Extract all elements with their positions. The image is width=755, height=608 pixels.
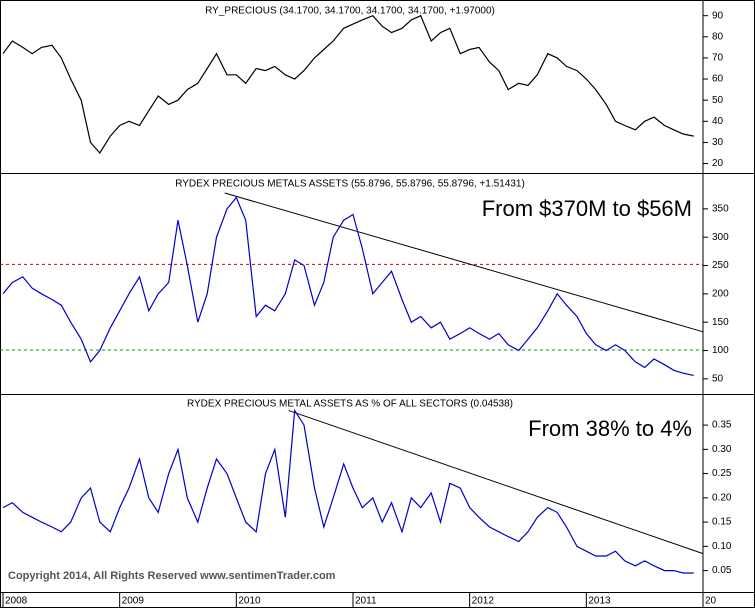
annotation: From 38% to 4% xyxy=(528,416,692,441)
y-tick-label: 50 xyxy=(712,95,724,106)
y-tick-label: 0.05 xyxy=(712,565,732,576)
x-tick-label: 2010 xyxy=(238,596,261,607)
y-tick-label: 20 xyxy=(712,158,724,169)
x-tick-label: 20 xyxy=(705,596,717,607)
x-tick-label: 2011 xyxy=(355,596,377,607)
copyright: Copyright 2014, All Rights Reserved www.… xyxy=(8,570,336,582)
y-tick-label: 30 xyxy=(712,137,724,148)
y-tick-label: 250 xyxy=(712,260,729,271)
panel-title: RYDEX PRECIOUS METALS ASSETS (55.8796, 5… xyxy=(175,179,525,190)
y-tick-label: 0.30 xyxy=(712,444,732,455)
x-tick-label: 2013 xyxy=(588,596,611,607)
y-tick-label: 80 xyxy=(712,31,724,42)
y-tick-label: 90 xyxy=(712,10,724,21)
y-tick-label: 50 xyxy=(712,373,724,384)
y-tick-label: 0.35 xyxy=(712,420,732,431)
annotation: From $370M to $56M xyxy=(482,196,692,221)
data-line xyxy=(2,196,694,376)
y-tick-label: 200 xyxy=(712,288,729,299)
x-tick-label: 2012 xyxy=(472,596,495,607)
panel-title: RYDEX PRECIOUS METAL ASSETS AS % OF ALL … xyxy=(187,399,513,410)
x-tick-label: 2008 xyxy=(5,596,28,607)
y-tick-label: 0.10 xyxy=(712,541,732,552)
x-tick-label: 2009 xyxy=(122,596,145,607)
y-tick-label: 350 xyxy=(712,204,729,215)
data-line xyxy=(2,14,694,155)
y-tick-label: 300 xyxy=(712,232,729,243)
trend-line xyxy=(224,192,704,333)
trend-line xyxy=(288,410,704,555)
y-tick-label: 0.15 xyxy=(712,517,732,528)
y-tick-label: 70 xyxy=(712,53,724,64)
y-tick-label: 100 xyxy=(712,345,729,356)
y-tick-label: 60 xyxy=(712,74,724,85)
y-tick-label: 0.20 xyxy=(712,492,732,503)
data-line xyxy=(2,408,694,574)
y-tick-label: 40 xyxy=(712,116,724,127)
panel-title: RY_PRECIOUS (34.1700, 34.1700, 34.1700, … xyxy=(205,6,495,17)
y-tick-label: 150 xyxy=(712,317,729,328)
y-tick-label: 0.25 xyxy=(712,468,732,479)
